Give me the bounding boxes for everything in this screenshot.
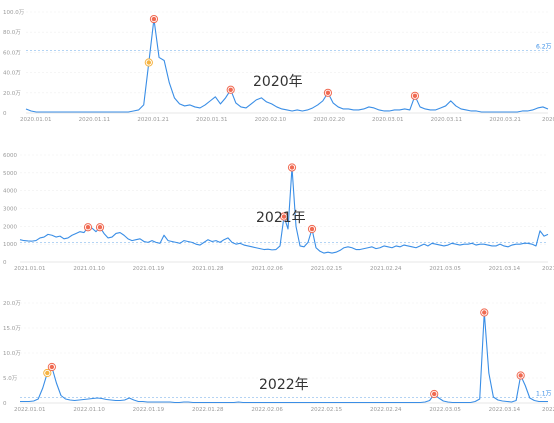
x-tick-label: 2021.01.28 [192,266,224,272]
x-tick-label: 2022.01.01 [14,407,46,413]
chart-2022-svg: 0 5.0万 10.0万 15.0万 20.0万 2022.01.01 2022.01.10… [3,300,554,413]
y-tick-label: 60.0万 [3,49,21,56]
y-tick-label: 100.0万 [3,9,25,16]
peak-marker[interactable] [49,364,55,370]
y-tick-label: 3000 [3,207,17,213]
y-tick-label: 0 [3,401,7,407]
peak-marker[interactable] [146,60,152,65]
chart-2021-title: 2021年 [256,210,306,226]
x-tick-label: 2022.03.14 [489,407,521,413]
y-tick-label: 10.0万 [3,350,21,357]
x-tick-label: 2020.03 [542,117,554,123]
x-tick-label: 2020.01.11 [79,117,111,123]
x-tick-label: 2020.02.20 [313,117,345,123]
x-tick-label: 2022.01.10 [73,407,105,413]
peak-marker[interactable] [432,391,437,397]
y-tick-label: 15.0万 [3,325,21,332]
y-tick-label: 5000 [3,171,17,177]
y-tick-label: 4000 [3,189,17,195]
x-tick-label: 2022.01.28 [192,407,224,413]
peak-marker[interactable] [482,310,487,315]
x-tick-label: 2021.01.01 [14,266,46,272]
y-tick-label: 1000 [3,242,17,248]
x-tick-label: 2021.03.05 [429,266,461,272]
x-tick-label: 2020.02.10 [255,117,287,123]
x-tick-label: 2021.03.14 [489,266,521,272]
y-tick-label: 20.0万 [3,90,21,97]
peak-marker[interactable] [281,214,287,219]
peak-marker[interactable] [325,90,331,96]
y-tick-label: 0 [3,111,7,117]
x-tick-label: 2021.02.15 [311,266,343,272]
peak-marker[interactable] [518,373,523,378]
peak-marker[interactable] [309,226,315,232]
peak-marker[interactable] [85,225,91,230]
x-tick-label: 2020.01.21 [137,117,169,123]
y-tick-label: 5.0万 [3,375,18,382]
y-tick-label: 40.0万 [3,70,21,77]
peak-marker[interactable] [97,225,103,230]
y-tick-label: 80.0万 [3,29,21,36]
y-tick-label: 0 [3,260,7,266]
chart-2022-title: 2022年 [259,377,309,393]
x-tick-label: 2021.03.23 [542,266,554,272]
x-tick-label: 2020.03.01 [372,117,404,123]
peak-marker[interactable] [151,16,157,22]
peak-marker[interactable] [45,370,50,376]
x-tick-label: 2022.03.23 [542,407,554,413]
x-tick-label: 2021.02.06 [251,266,283,272]
y-tick-label: 20.0万 [3,300,21,307]
chart-2021-panel: 0 1000 2000 3000 4000 5000 6000 2021.01.01 2021.… [0,145,554,278]
chart-2020-panel: 0 20.0万 40.0万 60.0万 80.0万 100.0万 2020.01.01 202… [0,0,554,130]
x-tick-label: 2021.01.19 [133,266,165,272]
peak-marker[interactable] [412,93,418,99]
series-line [25,18,549,113]
x-tick-label: 2021.02.24 [370,266,402,272]
average-label: 1.1万 [536,391,552,398]
peak-marker[interactable] [289,165,295,170]
y-tick-label: 2000 [3,224,17,230]
chart-2020-title: 2020年 [253,74,303,90]
x-tick-label: 2022.02.15 [311,407,343,413]
x-tick-label: 2021.01.10 [73,266,105,272]
x-tick-label: 2020.01.01 [20,117,52,123]
y-tick-label: 6000 [3,153,17,159]
chart-2020-svg: 0 20.0万 40.0万 60.0万 80.0万 100.0万 2020.01.01 202… [3,9,554,123]
chart-2021-svg: 0 1000 2000 3000 4000 5000 6000 2021.01.01 2021.… [3,153,554,272]
x-tick-label: 2020.03.21 [489,117,521,123]
chart-2022-panel: 0 5.0万 10.0万 15.0万 20.0万 2022.01.01 2022.01.10… [0,293,554,423]
peak-marker[interactable] [228,87,233,92]
x-tick-label: 2020.01.31 [196,117,228,123]
x-tick-label: 2022.01.19 [133,407,165,413]
x-tick-label: 2020.03.11 [431,117,463,123]
series-line [20,311,548,404]
x-tick-label: 2022.03.05 [429,407,461,413]
x-tick-label: 2022.02.24 [370,407,402,413]
average-label: 6.2万 [536,43,552,50]
x-tick-label: 2022.02.06 [251,407,283,413]
